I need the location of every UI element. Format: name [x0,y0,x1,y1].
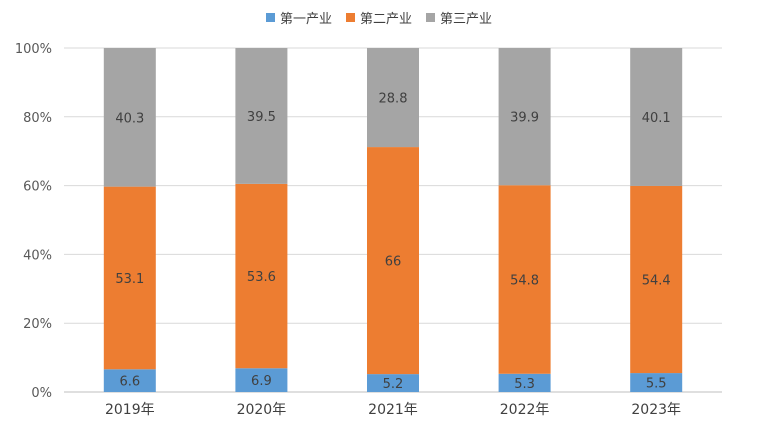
x-tick-label: 2022年 [500,402,550,418]
legend-label-secondary: 第二产业 [359,12,412,27]
y-tick-label: 80% [23,111,52,126]
legend-label-tertiary: 第三产业 [440,12,493,27]
bar-segment [235,183,288,369]
data-label: 6.9 [251,374,272,389]
legend-swatch-tertiary [426,13,435,22]
data-label: 39.5 [247,110,276,125]
data-label: 66 [385,255,402,270]
y-tick-label: 40% [23,248,52,263]
y-tick-label: 60% [23,180,52,195]
data-label: 53.6 [247,270,276,285]
legend-swatch-secondary [345,13,355,22]
bar-segment [498,373,551,392]
x-tick-label: 2023年 [631,402,681,418]
bar-segment [630,185,683,374]
legend-item-primary: 第一产业 [265,8,332,27]
data-label: 39.9 [510,111,539,126]
data-label: 28.8 [379,92,408,107]
bar-segment [367,48,419,148]
bar-segment [630,48,683,186]
y-tick-label: 0% [31,386,52,401]
data-label: 5.3 [514,377,535,392]
bar-segment [498,185,551,374]
chart-legend: 第一产业 第二产业 第三产业 [0,8,758,27]
y-tick-label: 20% [23,317,52,332]
bar-segment [498,48,551,186]
bar-segment [367,147,419,375]
data-label: 54.8 [510,274,539,289]
legend-item-secondary: 第二产业 [345,8,412,27]
data-label: 54.4 [642,274,671,289]
legend-swatch-primary [265,13,275,22]
legend-item-tertiary: 第三产业 [426,8,492,27]
bar-segment [235,48,288,184]
bar-segment [103,369,156,392]
data-label: 6.6 [119,375,140,390]
bar-segment [367,374,419,392]
data-label: 40.1 [642,111,671,126]
x-tick-label: 2021年 [368,402,418,418]
data-label: 40.3 [115,111,144,126]
x-tick-label: 2019年 [105,402,155,418]
data-label: 53.1 [115,272,144,287]
legend-label-primary: 第一产业 [279,12,332,27]
bar-segment [103,48,156,187]
x-tick-label: 2020年 [237,402,287,418]
y-tick-label: 100% [15,42,52,57]
bar-segment [103,186,156,370]
bar-segment [235,368,288,392]
bar-segment [630,373,683,392]
data-label: 5.5 [646,377,667,392]
data-label: 5.2 [383,377,404,392]
